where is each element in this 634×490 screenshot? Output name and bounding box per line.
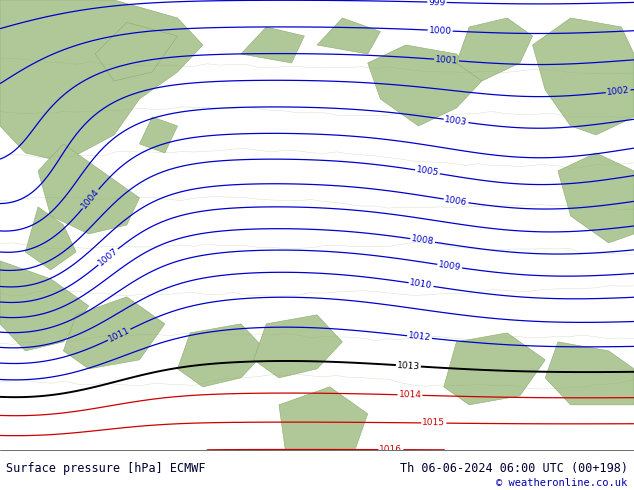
Polygon shape xyxy=(139,117,178,153)
Polygon shape xyxy=(558,153,634,243)
Text: 999: 999 xyxy=(428,0,446,7)
Polygon shape xyxy=(545,342,634,405)
Text: 1005: 1005 xyxy=(415,166,439,178)
Text: 1012: 1012 xyxy=(408,331,431,343)
Text: 1001: 1001 xyxy=(435,55,458,65)
Text: 1002: 1002 xyxy=(606,86,630,97)
Text: 1000: 1000 xyxy=(429,25,452,36)
Polygon shape xyxy=(0,0,203,162)
Polygon shape xyxy=(178,324,266,387)
Text: 1004: 1004 xyxy=(80,187,101,211)
Text: Th 06-06-2024 06:00 UTC (00+198): Th 06-06-2024 06:00 UTC (00+198) xyxy=(399,462,628,475)
Text: 1010: 1010 xyxy=(409,278,433,291)
Polygon shape xyxy=(38,144,139,234)
Polygon shape xyxy=(533,18,634,135)
Polygon shape xyxy=(444,333,545,405)
Polygon shape xyxy=(317,18,380,54)
Text: 1003: 1003 xyxy=(444,115,468,127)
Text: 1016: 1016 xyxy=(379,445,403,454)
Polygon shape xyxy=(279,387,368,450)
Polygon shape xyxy=(25,207,76,270)
Polygon shape xyxy=(368,45,482,126)
Text: 1006: 1006 xyxy=(444,195,468,207)
Text: 1008: 1008 xyxy=(411,234,435,246)
Text: Surface pressure [hPa] ECMWF: Surface pressure [hPa] ECMWF xyxy=(6,462,206,475)
Text: 1013: 1013 xyxy=(397,361,420,371)
Text: 1007: 1007 xyxy=(96,246,120,268)
Text: 1015: 1015 xyxy=(422,418,445,428)
Text: 1014: 1014 xyxy=(398,390,422,400)
Polygon shape xyxy=(95,23,178,81)
Polygon shape xyxy=(254,315,342,378)
Text: © weatheronline.co.uk: © weatheronline.co.uk xyxy=(496,478,628,488)
Text: 1009: 1009 xyxy=(437,260,462,272)
Polygon shape xyxy=(241,27,304,63)
Text: 1011: 1011 xyxy=(107,326,131,344)
Polygon shape xyxy=(63,297,165,369)
Polygon shape xyxy=(456,18,533,81)
Polygon shape xyxy=(0,261,89,351)
